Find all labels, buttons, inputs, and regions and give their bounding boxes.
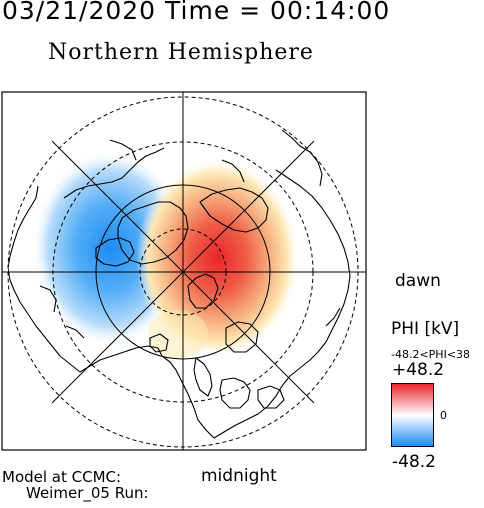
model-label: Model at CCMC: [2,468,122,486]
map-frame [1,91,367,451]
colorbar-min-label: -48.2 [392,452,436,472]
positive-potential-cell [136,158,300,358]
coastlines [8,129,351,439]
model-run-label: Weimer_05 Run: [26,484,149,502]
midnight-label: midnight [201,466,277,486]
timestamp-title: 03/21/2020 Time = 00:14:00 [2,0,391,25]
colorbar-max-label: +48.2 [392,360,445,380]
dawn-label: dawn [395,271,441,291]
colorbar-zero-label: 0 [440,409,447,422]
colorbar-range: -48.2<PHI<38 [391,348,471,361]
polar-potential-map [1,91,367,451]
hemisphere-title: Northern Hemisphere [48,40,314,65]
colorbar-title: PHI [kV] [391,319,460,339]
colorbar [391,383,434,447]
meridian-lines [2,92,366,450]
